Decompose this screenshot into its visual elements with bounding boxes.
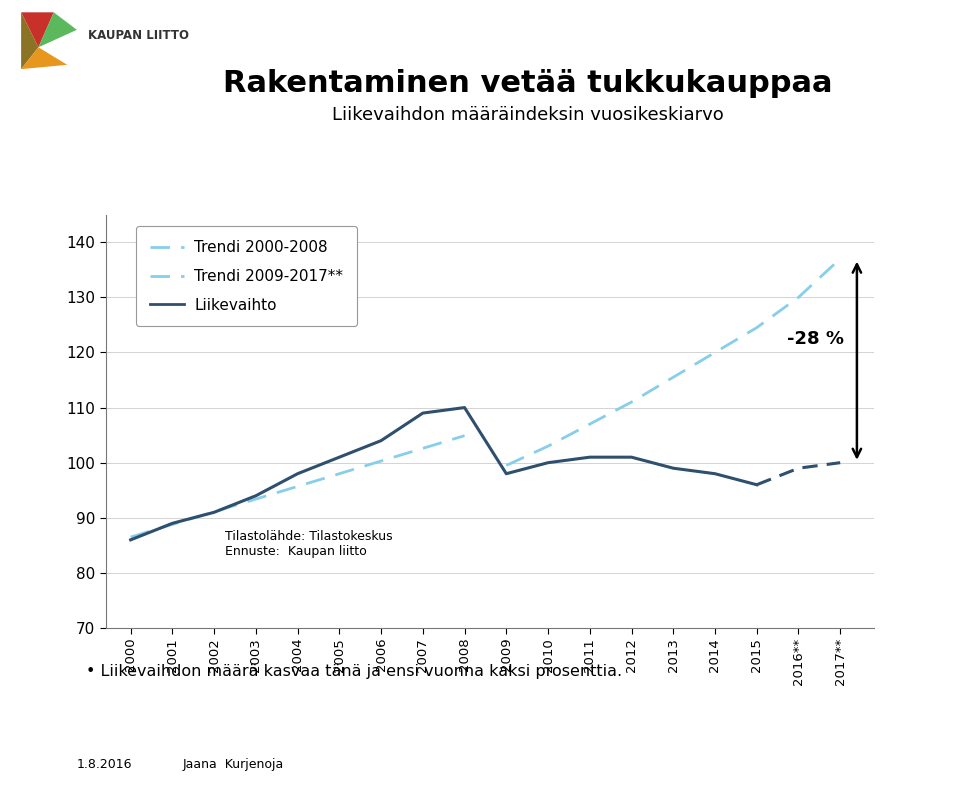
Polygon shape xyxy=(38,13,77,48)
Text: KAUPAN LIITTO: KAUPAN LIITTO xyxy=(88,29,189,42)
Text: 1.8.2016: 1.8.2016 xyxy=(77,758,132,771)
Text: Liikevaihdon määräindeksin vuosikeskiarvo: Liikevaihdon määräindeksin vuosikeskiarv… xyxy=(332,107,724,124)
Polygon shape xyxy=(21,13,54,48)
Text: Rakentaminen vetää tukkukauppaa: Rakentaminen vetää tukkukauppaa xyxy=(224,69,832,98)
Polygon shape xyxy=(21,13,38,69)
Text: Jaana  Kurjenoja: Jaana Kurjenoja xyxy=(182,758,283,771)
Text: Tilastolähde: Tilastokeskus
Ennuste:  Kaupan liitto: Tilastolähde: Tilastokeskus Ennuste: Kau… xyxy=(225,529,393,558)
Text: • Liikevaihdon määrä kasvaa tänä ja ensi vuonna kaksi prosenttia.: • Liikevaihdon määrä kasvaa tänä ja ensi… xyxy=(86,665,622,679)
Legend: Trendi 2000-2008, Trendi 2009-2017**, Liikevaihto: Trendi 2000-2008, Trendi 2009-2017**, Li… xyxy=(136,227,357,327)
Text: -28 %: -28 % xyxy=(787,330,845,347)
Polygon shape xyxy=(21,48,67,69)
